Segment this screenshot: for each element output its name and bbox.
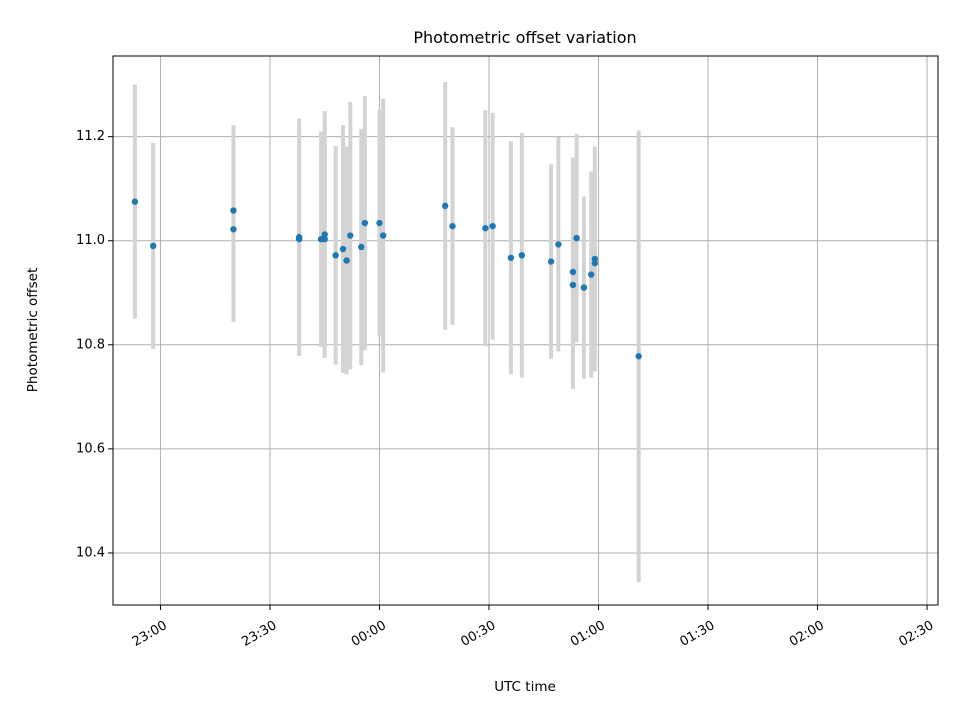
data-point	[573, 234, 580, 242]
data-point	[591, 255, 599, 263]
y-axis: 10.4 10.6 10.8 11.0 11.2	[76, 129, 113, 560]
data-point	[343, 257, 350, 264]
data-point	[332, 252, 339, 259]
data-point	[321, 231, 328, 238]
data-point	[635, 353, 642, 360]
data-point	[489, 222, 496, 230]
y-axis-label: Photometric offset	[25, 268, 41, 392]
data-point	[230, 207, 237, 214]
data-point	[569, 281, 577, 289]
data-point	[547, 258, 555, 265]
data-point	[230, 226, 237, 233]
data-point	[507, 254, 515, 262]
y-tick-label: 10.4	[76, 545, 105, 560]
data-point	[347, 232, 354, 239]
data-point	[555, 241, 562, 248]
data-point	[149, 242, 157, 250]
data-point	[361, 219, 369, 227]
data-point	[569, 268, 577, 276]
data-point	[449, 222, 456, 230]
y-tick-label: 10.8	[76, 337, 105, 352]
data-point	[295, 233, 303, 241]
data-point	[482, 225, 489, 232]
y-tick-label: 10.6	[76, 441, 105, 456]
data-point	[580, 284, 588, 291]
data-point	[379, 232, 387, 239]
grid	[113, 56, 938, 605]
y-tick-label: 11.0	[76, 233, 105, 248]
data-point	[376, 219, 383, 227]
data-point	[358, 243, 365, 251]
data-point	[321, 235, 328, 243]
data-point	[339, 245, 347, 253]
chart-title: Photometric offset variation	[413, 28, 636, 47]
x-axis-label: UTC time	[494, 679, 556, 695]
y-tick-label: 11.2	[76, 129, 105, 144]
plot-frame	[112, 55, 939, 606]
data-point	[588, 271, 595, 278]
data-points	[131, 198, 642, 360]
data-point	[441, 202, 449, 210]
data-point	[518, 252, 526, 259]
data-point	[131, 198, 139, 205]
